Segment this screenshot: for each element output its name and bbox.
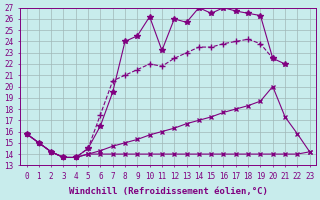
X-axis label: Windchill (Refroidissement éolien,°C): Windchill (Refroidissement éolien,°C)	[69, 187, 268, 196]
